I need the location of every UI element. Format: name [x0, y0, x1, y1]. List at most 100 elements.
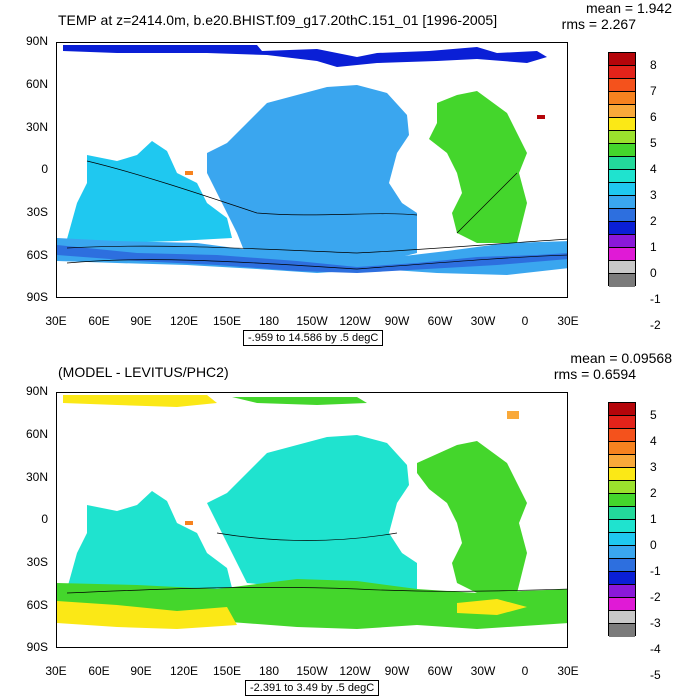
temperature-map-svg — [57, 45, 567, 275]
lat-label: 60S — [26, 248, 48, 262]
lon-label: 90W — [384, 664, 410, 678]
atlantic-ocean-region — [417, 441, 527, 593]
colorbar-swatch — [609, 144, 635, 157]
colorbar-swatch — [609, 196, 635, 209]
colorbar-swatch — [609, 546, 635, 559]
colorbar-label: -3 — [650, 616, 661, 630]
colorbar-label: 5 — [650, 136, 657, 150]
colorbar-swatch — [609, 261, 635, 274]
colorbar-swatch — [609, 403, 635, 416]
gulf-spot — [185, 521, 193, 525]
colorbar-swatch — [609, 222, 635, 235]
lon-label: 30E — [45, 664, 67, 678]
lon-label: 180 — [258, 314, 280, 328]
lon-label: 180 — [258, 664, 280, 678]
lon-label: 30W — [470, 314, 496, 328]
colorbar-label: -2 — [650, 318, 661, 332]
colorbar-label: -1 — [650, 564, 661, 578]
lon-label: 0 — [521, 314, 529, 328]
difference-map — [56, 392, 568, 648]
colorbar-swatch — [609, 598, 635, 611]
warm-anomaly-region — [457, 599, 527, 615]
colorbar-swatch — [609, 520, 635, 533]
mean-value: mean = 1.942 — [585, 0, 672, 16]
colorbar-label: 4 — [650, 162, 657, 176]
lat-label: 0 — [41, 512, 48, 526]
colorbar-label: -2 — [650, 590, 661, 604]
lon-label: 30E — [45, 314, 67, 328]
colorbar-label: 5 — [650, 408, 657, 422]
colorbar-label: -4 — [650, 642, 661, 656]
lat-label: 30S — [26, 205, 48, 219]
colorbar-swatch — [609, 79, 635, 92]
colorbar-swatch — [609, 131, 635, 144]
colorbar-swatch — [609, 248, 635, 261]
panel-model-temperature: TEMP at z=2414.0m, b.e20.BHIST.f09_g17.2… — [25, 0, 672, 346]
lon-label: 120E — [169, 314, 199, 328]
lon-label: 150W — [296, 314, 328, 328]
gulf-spot — [185, 171, 193, 175]
colorbar-label: 0 — [650, 538, 657, 552]
colorbar-label: 0 — [650, 266, 657, 280]
panel-model-minus-observations: (MODEL - LEVITUS/PHC2) mean = 0.09568 rm… — [0, 350, 700, 700]
mediterranean-hot-spot — [537, 115, 545, 119]
colorbar-swatch — [609, 455, 635, 468]
difference-map-svg — [57, 395, 567, 629]
contour-range-label: -2.391 to 3.49 by .5 degC — [245, 680, 380, 696]
lat-label: 90N — [25, 384, 48, 398]
lat-label: 30S — [26, 555, 48, 569]
colorbar-label: -1 — [650, 292, 661, 306]
colorbar-label: 3 — [650, 460, 657, 474]
mean-value: mean = 0.09568 — [570, 350, 672, 366]
colorbar-label: 3 — [650, 188, 657, 202]
pacific-ocean-region — [207, 435, 417, 593]
colorbar — [608, 52, 636, 287]
lon-label: 30E — [557, 664, 579, 678]
colorbar-swatch — [609, 507, 635, 520]
colorbar-swatch — [609, 533, 635, 546]
contour-range-label: -.959 to 14.586 by .5 degC — [243, 330, 384, 346]
colorbar-swatch — [609, 105, 635, 118]
colorbar-swatch — [609, 53, 635, 66]
colorbar-swatch — [609, 274, 635, 287]
colorbar-swatch — [609, 209, 635, 222]
colorbar-label: -5 — [650, 668, 661, 682]
lon-label: 90W — [384, 314, 410, 328]
contour-line — [216, 532, 398, 541]
pacific-ocean-region — [207, 85, 417, 265]
lat-label: 0 — [41, 162, 48, 176]
contour-line — [66, 238, 567, 254]
colorbar-swatch — [609, 468, 635, 481]
rms-value: rms = 2.267 — [561, 16, 636, 32]
colorbar-swatch — [609, 585, 635, 598]
deep-southern-ocean-region — [57, 245, 567, 273]
plot-title: TEMP at z=2414.0m, b.e20.BHIST.f09_g17.2… — [58, 12, 498, 28]
lon-label: 120W — [339, 314, 371, 328]
colorbar-label: 6 — [650, 110, 657, 124]
lon-label: 150W — [296, 664, 328, 678]
arctic-ocean-region — [63, 45, 547, 67]
colorbar-swatch — [609, 157, 635, 170]
rms-value: rms = 0.6594 — [553, 366, 636, 382]
colorbar-swatch — [609, 494, 635, 507]
colorbar-swatch — [609, 183, 635, 196]
lon-label: 120W — [339, 664, 371, 678]
colorbar-label: 1 — [650, 240, 657, 254]
lat-label: 90S — [26, 290, 48, 304]
colorbar-swatch — [609, 235, 635, 248]
colorbar-swatch — [609, 118, 635, 131]
temperature-map — [56, 42, 568, 298]
lon-label: 90E — [130, 314, 152, 328]
colorbar-swatch — [609, 66, 635, 79]
lat-label: 60N — [25, 77, 48, 91]
arctic-ocean-region — [232, 397, 367, 405]
lon-label: 90E — [130, 664, 152, 678]
colorbar-label: 7 — [650, 84, 657, 98]
colorbar-label: 1 — [650, 512, 657, 526]
contour-line — [86, 160, 418, 216]
lon-label: 30W — [470, 664, 496, 678]
atlantic-ocean-region — [429, 91, 527, 243]
lon-label: 60E — [88, 664, 110, 678]
colorbar-label: 2 — [650, 486, 657, 500]
arctic-ocean-region — [63, 395, 217, 407]
